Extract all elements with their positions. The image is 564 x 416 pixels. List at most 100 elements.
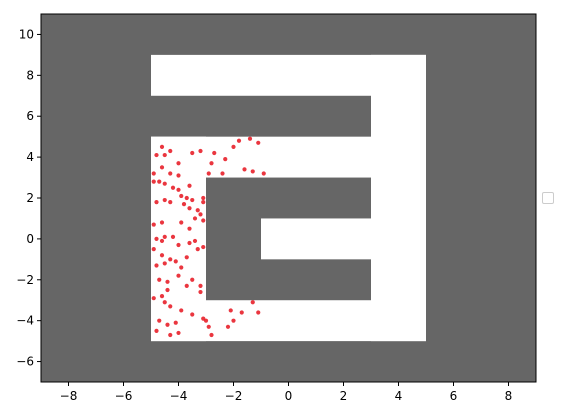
data-point: [184, 283, 189, 289]
data-point: [173, 259, 178, 264]
free-region-5: [261, 218, 426, 260]
data-point: [179, 265, 184, 270]
data-point: [192, 238, 198, 244]
data-point: [168, 304, 173, 309]
data-point: [187, 206, 192, 211]
data-point: [179, 193, 184, 199]
data-point: [256, 310, 261, 315]
data-point: [170, 234, 176, 239]
data-point: [242, 167, 247, 172]
data-point: [187, 226, 192, 231]
data-point: [157, 277, 162, 282]
data-point: [187, 183, 192, 188]
data-point: [236, 138, 242, 143]
data-point: [157, 179, 162, 184]
data-point: [176, 242, 181, 248]
data-point: [159, 238, 165, 244]
data-point: [159, 144, 165, 149]
data-point: [256, 140, 261, 145]
data-point: [190, 312, 195, 317]
x-tick-label: −2: [225, 389, 243, 403]
data-point: [190, 277, 195, 282]
x-tick-label: 6: [450, 389, 458, 403]
data-point: [159, 294, 165, 299]
data-point: [168, 148, 173, 154]
data-point: [157, 318, 162, 323]
data-point: [198, 148, 203, 154]
data-point: [168, 257, 173, 262]
x-tick-label: 8: [505, 389, 513, 403]
data-point: [201, 218, 206, 223]
data-point: [206, 171, 211, 176]
free-region-4: [151, 300, 426, 342]
data-point: [151, 171, 156, 176]
data-point: [198, 212, 203, 217]
data-point: [151, 247, 156, 252]
y-tick-label: 2: [26, 191, 34, 205]
data-point: [154, 152, 159, 158]
data-point: [184, 195, 189, 201]
data-point: [250, 169, 255, 174]
data-point: [151, 179, 156, 184]
data-point: [165, 322, 170, 327]
x-tick-label: −8: [60, 389, 78, 403]
data-point: [201, 244, 206, 250]
data-point: [223, 157, 228, 162]
y-tick-label: 8: [26, 68, 34, 82]
data-point: [162, 261, 167, 266]
data-point: [187, 240, 192, 246]
x-tick-label: −4: [170, 389, 188, 403]
data-point: [231, 318, 236, 323]
data-point: [159, 165, 165, 170]
y-tick-label: 0: [26, 232, 34, 246]
data-point: [195, 247, 200, 252]
data-point: [201, 195, 206, 201]
data-point: [168, 171, 173, 176]
data-point: [162, 234, 167, 239]
x-tick-label: 4: [395, 389, 403, 403]
data-point: [225, 324, 231, 329]
y-axis-ticks: −6 −4 −2 0 2 4 6 8 10: [16, 27, 41, 369]
data-point: [162, 181, 167, 186]
legend: [542, 192, 554, 204]
data-point: [151, 222, 156, 227]
x-tick-label: −6: [115, 389, 133, 403]
data-point: [250, 300, 255, 305]
data-point: [176, 273, 181, 278]
data-point: [206, 324, 211, 329]
data-point: [154, 199, 159, 205]
data-point: [239, 310, 244, 315]
data-point: [165, 287, 170, 293]
data-point: [190, 197, 195, 203]
data-point: [198, 283, 203, 289]
data-point: [176, 173, 181, 178]
data-point: [170, 185, 176, 190]
y-tick-label: 4: [26, 150, 34, 164]
data-point: [212, 150, 217, 156]
data-point: [184, 255, 189, 260]
y-tick-label: 6: [26, 109, 34, 123]
data-point: [162, 300, 167, 305]
data-point: [209, 161, 214, 166]
data-point: [154, 263, 159, 268]
data-point: [176, 187, 181, 192]
data-point: [168, 332, 173, 338]
data-point: [261, 171, 266, 176]
data-point: [228, 308, 233, 313]
data-point: [151, 296, 156, 301]
data-points: [151, 136, 266, 338]
data-point: [198, 289, 203, 295]
data-point: [154, 328, 159, 333]
y-tick-label: 10: [19, 27, 34, 41]
data-point: [195, 208, 200, 213]
data-point: [179, 308, 184, 313]
data-point: [162, 152, 167, 158]
data-point: [231, 144, 236, 149]
data-point: [192, 216, 198, 221]
data-point: [179, 220, 184, 225]
free-space-regions: [151, 54, 426, 342]
data-point: [168, 199, 173, 205]
y-tick-label: −6: [16, 355, 34, 369]
data-point: [209, 332, 214, 338]
